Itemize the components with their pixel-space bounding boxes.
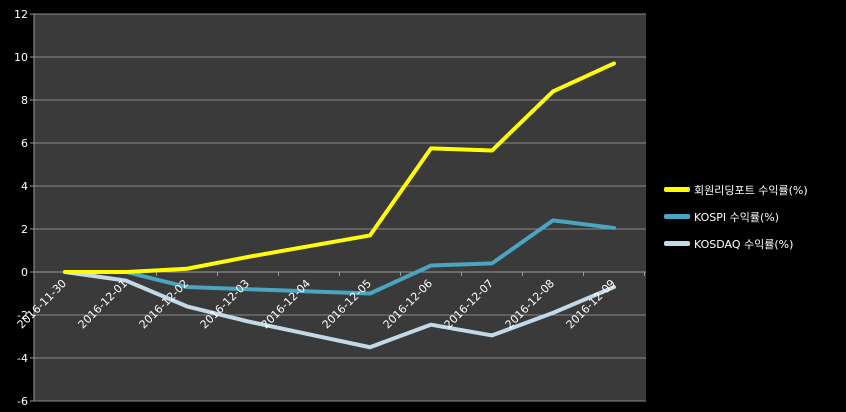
y-tick-label: -6 [17, 395, 28, 408]
y-tick-label: 2 [21, 223, 28, 236]
plot-area [34, 14, 646, 401]
legend-label-portfolio: 회원리딩포트 수익률(%) [694, 183, 808, 197]
legend-swatch-kosdaq [664, 241, 690, 246]
legend-swatch-portfolio [664, 187, 690, 192]
y-tick-label: 12 [14, 8, 28, 21]
y-tick-label: -4 [17, 352, 28, 365]
y-tick-label: 0 [21, 266, 28, 279]
legend-item-kospi: KOSPI 수익률(%) [664, 203, 844, 230]
legend-swatch-kospi [664, 214, 690, 219]
legend-item-kosdaq: KOSDAQ 수익률(%) [664, 230, 844, 257]
series-line-kospi [63, 218, 616, 296]
y-tick-label: 8 [21, 94, 28, 107]
legend-label-kosdaq: KOSDAQ 수익률(%) [694, 237, 794, 251]
series-line-kosdaq [63, 270, 616, 350]
legend-label-kospi: KOSPI 수익률(%) [694, 210, 780, 224]
y-tick-label: 6 [21, 137, 28, 150]
legend: 회원리딩포트 수익률(%) KOSPI 수익률(%) KOSDAQ 수익률(%) [664, 176, 844, 257]
y-tick-label: -2 [17, 309, 28, 322]
y-tick-label: 10 [14, 51, 28, 64]
legend-item-portfolio: 회원리딩포트 수익률(%) [664, 176, 844, 203]
y-tick-label: 4 [21, 180, 28, 193]
series-line-portfolio [63, 61, 616, 274]
